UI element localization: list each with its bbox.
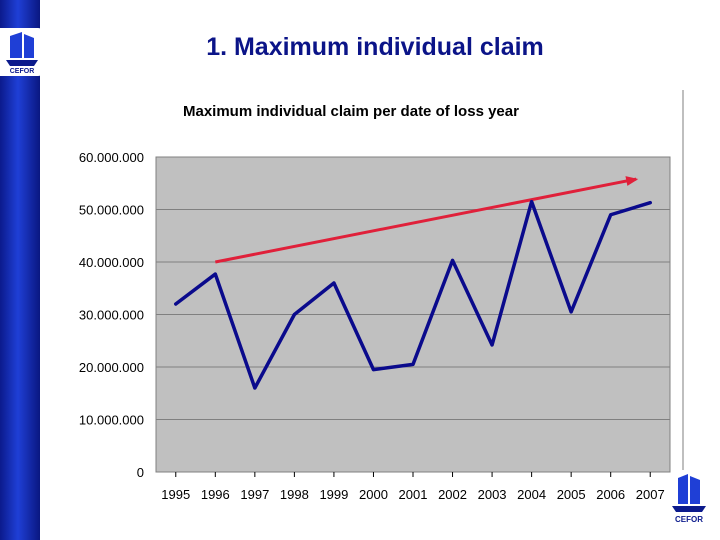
x-tick-label: 2006 bbox=[596, 487, 625, 502]
x-tick-label: 1996 bbox=[201, 487, 230, 502]
x-tick-label: 1998 bbox=[280, 487, 309, 502]
chart-title: Maximum individual claim per date of los… bbox=[183, 103, 519, 120]
top-logo: CEFOR bbox=[0, 28, 44, 76]
data-point bbox=[332, 281, 336, 285]
y-axis-ticks: 0 10.000.000 20.000.000 30.000.000 40.000.00… bbox=[79, 150, 144, 480]
y-tick-label: 30.000.000 bbox=[79, 308, 144, 323]
x-tick-label: 2001 bbox=[399, 487, 428, 502]
data-point bbox=[530, 200, 534, 204]
trend-arrow bbox=[215, 176, 639, 264]
x-tick-label: 1995 bbox=[161, 487, 190, 502]
ship-logo-icon: CEFOR bbox=[672, 474, 706, 524]
trend-line bbox=[215, 177, 637, 264]
data-point bbox=[371, 368, 375, 372]
data-point bbox=[411, 362, 415, 366]
chart-svg: Maximum individual claim per date of los… bbox=[79, 103, 671, 502]
data-point bbox=[609, 213, 613, 217]
left-accent-bar bbox=[0, 0, 40, 540]
x-tick-label: 1997 bbox=[240, 487, 269, 502]
chart: Maximum individual claim per date of los… bbox=[50, 90, 680, 510]
y-tick-label: 60.000.000 bbox=[79, 150, 144, 165]
x-tick-label: 2000 bbox=[359, 487, 388, 502]
x-tick-label: 2003 bbox=[478, 487, 507, 502]
y-tick-label: 50.000.000 bbox=[79, 203, 144, 218]
x-axis-ticks: 1995 1996 1997 1998 1999 2000 2001 2002 2003 2004… bbox=[161, 472, 665, 502]
svg-text:CEFOR: CEFOR bbox=[10, 68, 35, 75]
corner-logo: CEFOR bbox=[660, 470, 716, 526]
data-point bbox=[213, 272, 217, 276]
data-point bbox=[490, 343, 494, 347]
y-tick-label: 40.000.000 bbox=[79, 255, 144, 270]
y-tick-label: 0 bbox=[137, 465, 144, 480]
grid-lines bbox=[156, 156, 670, 473]
x-tick-label: 1999 bbox=[319, 487, 348, 502]
data-point bbox=[253, 386, 257, 390]
data-point bbox=[174, 302, 178, 306]
svg-text:CEFOR: CEFOR bbox=[675, 515, 703, 524]
data-point bbox=[451, 258, 455, 262]
right-divider bbox=[682, 90, 684, 470]
ship-logo-icon: CEFOR bbox=[6, 32, 38, 75]
x-tick-label: 2004 bbox=[517, 487, 546, 502]
x-tick-label: 2002 bbox=[438, 487, 467, 502]
y-tick-label: 10.000.000 bbox=[79, 413, 144, 428]
data-point bbox=[569, 310, 573, 314]
series-layer bbox=[174, 199, 652, 390]
x-tick-label: 2007 bbox=[636, 487, 665, 502]
data-point bbox=[648, 201, 652, 205]
y-tick-label: 20.000.000 bbox=[79, 360, 144, 375]
slide-title: 1. Maximum individual claim bbox=[206, 33, 544, 61]
trend-arrowhead bbox=[625, 176, 639, 186]
data-point bbox=[292, 313, 296, 316]
x-tick-label: 2005 bbox=[557, 487, 586, 502]
